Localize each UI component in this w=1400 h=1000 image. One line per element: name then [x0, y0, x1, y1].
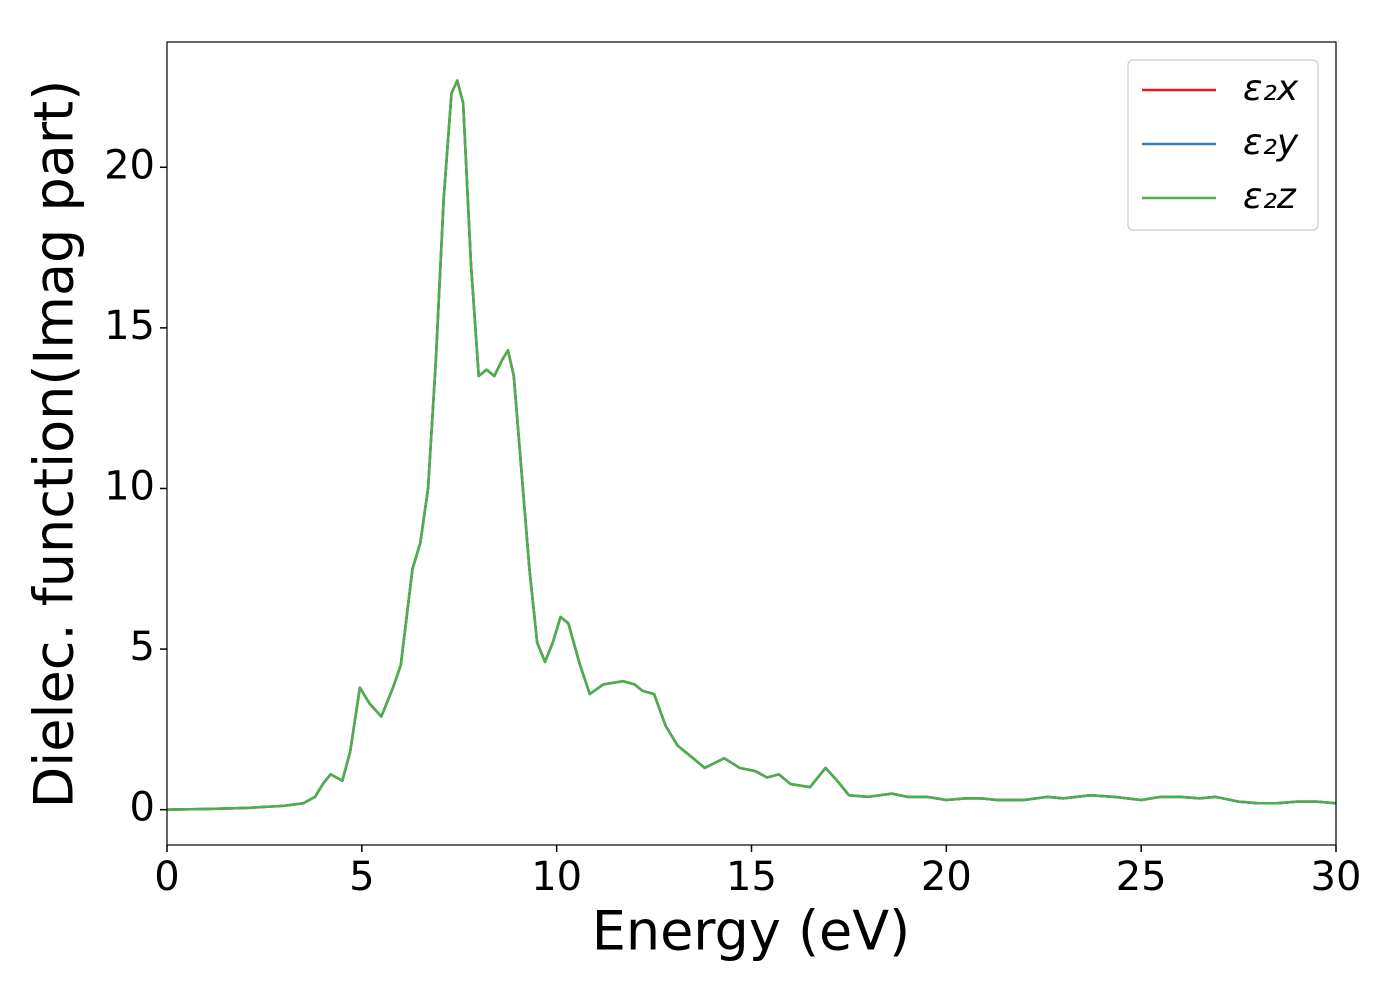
x-axis-label: Energy (eV): [592, 900, 911, 963]
legend-label: ε₂y: [1243, 122, 1299, 163]
x-tick-label: 20: [921, 854, 972, 900]
legend-label: ε₂z: [1243, 176, 1297, 217]
y-tick-label: 5: [130, 624, 155, 670]
y-tick-label: 10: [104, 463, 155, 509]
legend-label: ε₂x: [1243, 68, 1299, 109]
x-tick-label: 15: [726, 854, 777, 900]
x-tick-label: 10: [531, 854, 582, 900]
plot-frame: [166, 41, 1337, 846]
y-tick-label: 15: [104, 303, 155, 349]
series-line: [166, 79, 1337, 811]
y-tick-label: 20: [104, 142, 155, 188]
legend-box: [1127, 59, 1319, 231]
y-axis-label: Dielec. function(Imag part): [23, 80, 86, 809]
x-tick-label: 30: [1311, 854, 1362, 900]
x-tick-label: 5: [349, 854, 374, 900]
x-tick-label: 25: [1116, 854, 1167, 900]
y-tick-label: 0: [130, 785, 155, 831]
x-tick-label: 0: [154, 854, 179, 900]
